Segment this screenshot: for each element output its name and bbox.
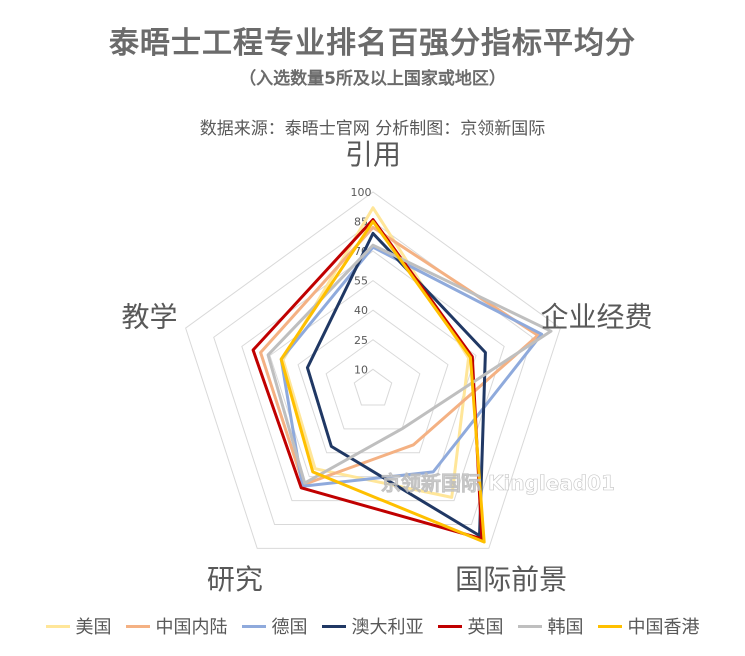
- legend-label: 中国内陆: [155, 617, 228, 638]
- series-line-美国: [281, 206, 471, 499]
- series-line-中国内陆: [259, 225, 540, 487]
- grid-ring-40: [297, 309, 449, 454]
- legend-label: 中国香港: [627, 617, 700, 638]
- legend-item: 英国: [437, 613, 504, 639]
- legend-swatch: [241, 624, 266, 628]
- legend-item: 中国香港: [597, 613, 700, 639]
- radar-grid: [185, 191, 561, 549]
- data-source-note: 数据来源：泰晤士官网 分析制图：京领新国际: [199, 119, 546, 139]
- grid-ring-10: [353, 368, 393, 406]
- grid-ring-85: [213, 220, 533, 525]
- series-line-德国: [279, 245, 544, 488]
- chart-title: 泰晤士工程专业排名百强分指标平均分: [109, 26, 636, 61]
- axis-label-研究: 研究: [207, 563, 263, 596]
- watermark-text: 京领新国际 Kinglead01: [381, 471, 615, 495]
- chart-legend: 美国 中国内陆 德国 澳大利亚 英国 韩国 中国香港: [0, 611, 745, 641]
- legend-label: 韩国: [547, 617, 584, 638]
- series-line-英国: [251, 218, 484, 541]
- tick-label: 55: [354, 275, 368, 288]
- grid-ring-70: [241, 250, 505, 502]
- chart-subtitle: （入选数量5所及以上国家或地区）: [239, 69, 506, 89]
- legend-item: 德国: [241, 613, 308, 639]
- legend-swatch: [437, 624, 462, 628]
- axis-label-企业经费: 企业经费: [540, 300, 652, 333]
- legend-item: 美国: [45, 613, 112, 639]
- tick-label: 40: [354, 304, 368, 317]
- tick-label: 100: [351, 186, 372, 199]
- grid-ring-100: [185, 191, 561, 549]
- radar-series: [251, 206, 553, 544]
- legend-label: 德国: [271, 617, 308, 638]
- grid-ring-25: [325, 339, 421, 430]
- legend-swatch: [45, 624, 70, 628]
- series-line-韩国: [266, 243, 553, 485]
- axis-label-引用: 引用: [345, 138, 401, 171]
- legend-item: 中国内陆: [125, 613, 228, 639]
- tick-label: 10: [354, 363, 368, 376]
- legend-label: 美国: [75, 617, 112, 638]
- legend-swatch: [517, 624, 542, 628]
- axis-label-教学: 教学: [121, 300, 177, 333]
- tick-label: 85: [354, 216, 368, 229]
- series-line-澳大利亚: [305, 231, 487, 538]
- legend-item: 澳大利亚: [321, 613, 424, 639]
- legend-item: 韩国: [517, 613, 584, 639]
- legend-label: 英国: [467, 617, 504, 638]
- series-line-中国香港: [279, 220, 486, 544]
- tick-label: 25: [354, 334, 368, 347]
- legend-swatch: [125, 624, 150, 628]
- axis-label-国际前景: 国际前景: [455, 563, 567, 596]
- legend-swatch: [597, 624, 622, 628]
- legend-label: 澳大利亚: [351, 617, 424, 638]
- legend-swatch: [321, 624, 346, 628]
